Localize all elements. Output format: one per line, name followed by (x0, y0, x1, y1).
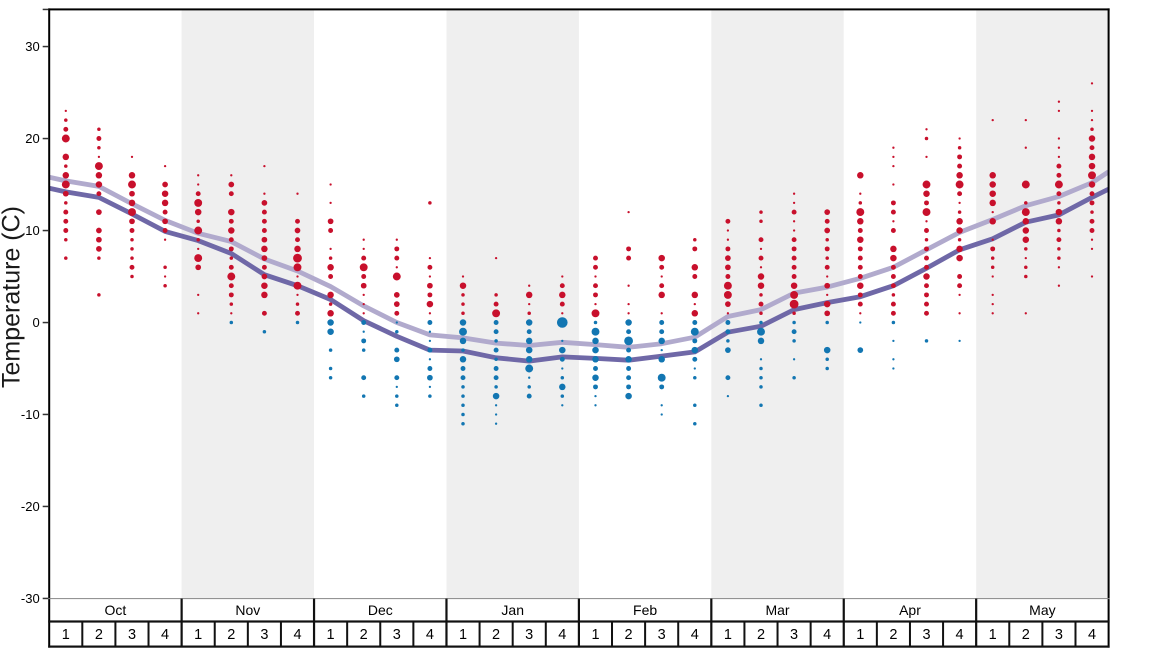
svg-text:2: 2 (757, 627, 765, 643)
svg-text:4: 4 (558, 627, 566, 643)
svg-text:2: 2 (889, 627, 897, 643)
svg-text:Apr: Apr (899, 602, 921, 618)
svg-text:1: 1 (591, 627, 599, 643)
svg-text:Dec: Dec (368, 602, 393, 618)
svg-text:2: 2 (492, 627, 500, 643)
svg-text:Oct: Oct (105, 602, 127, 618)
svg-text:Feb: Feb (633, 602, 657, 618)
svg-text:4: 4 (293, 627, 301, 643)
svg-text:1: 1 (724, 627, 732, 643)
svg-text:0: 0 (32, 315, 39, 330)
svg-text:Nov: Nov (235, 602, 260, 618)
svg-text:4: 4 (1088, 627, 1096, 643)
svg-text:2: 2 (1022, 627, 1030, 643)
svg-text:Jan: Jan (501, 602, 524, 618)
svg-text:-10: -10 (21, 407, 40, 422)
svg-text:2: 2 (625, 627, 633, 643)
svg-text:1: 1 (459, 627, 467, 643)
svg-text:10: 10 (25, 223, 39, 238)
svg-text:1: 1 (194, 627, 202, 643)
svg-text:3: 3 (393, 627, 401, 643)
svg-text:2: 2 (360, 627, 368, 643)
svg-text:3: 3 (922, 627, 930, 643)
svg-text:3: 3 (1055, 627, 1063, 643)
svg-text:3: 3 (658, 627, 666, 643)
svg-text:2: 2 (227, 627, 235, 643)
svg-text:4: 4 (691, 627, 699, 643)
svg-text:1: 1 (327, 627, 335, 643)
svg-text:3: 3 (128, 627, 136, 643)
svg-text:Temperature (C): Temperature (C) (0, 206, 26, 388)
svg-text:4: 4 (161, 627, 169, 643)
svg-text:Mar: Mar (765, 602, 789, 618)
svg-text:May: May (1029, 602, 1055, 618)
svg-text:3: 3 (525, 627, 533, 643)
svg-text:1: 1 (856, 627, 864, 643)
svg-text:20: 20 (25, 131, 39, 146)
svg-text:-30: -30 (21, 591, 40, 606)
svg-text:30: 30 (25, 39, 39, 54)
svg-text:1: 1 (989, 627, 997, 643)
svg-text:4: 4 (823, 627, 831, 643)
svg-text:2: 2 (95, 627, 103, 643)
svg-text:-20: -20 (21, 499, 40, 514)
svg-text:4: 4 (956, 627, 964, 643)
svg-text:1: 1 (62, 627, 70, 643)
svg-text:3: 3 (790, 627, 798, 643)
svg-text:3: 3 (260, 627, 268, 643)
svg-text:4: 4 (426, 627, 434, 643)
